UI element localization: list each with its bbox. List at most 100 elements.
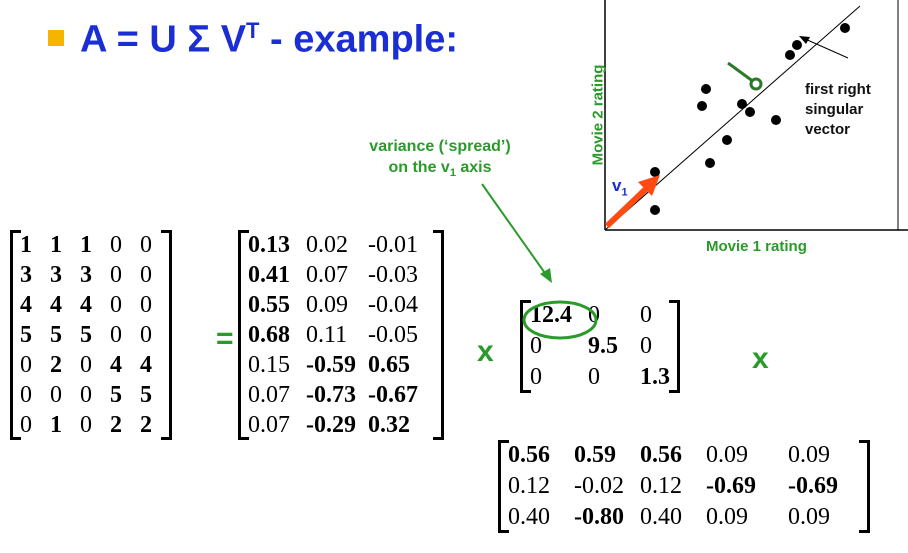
matrix-row: 0.07 -0.29 0.32: [248, 410, 434, 440]
matrix-cell: -0.69: [706, 473, 756, 499]
data-point: [745, 107, 755, 117]
matrix-cell: 0: [110, 232, 122, 258]
matrix-cell: 0: [20, 352, 32, 378]
matrix-row: 0.68 0.11 -0.05: [248, 320, 434, 350]
matrix-cell: 0.65: [368, 352, 410, 378]
title-main: A = U Σ V: [80, 18, 247, 61]
matrix-cell: 0.09: [788, 442, 830, 468]
matrix-cell: 0.09: [706, 504, 748, 530]
matrix-cell: -0.69: [788, 473, 838, 499]
matrix-cell: 0.68: [248, 322, 290, 348]
matrix-cell: 0.09: [306, 292, 348, 318]
matrix-cell: 0: [140, 262, 152, 288]
matrix-row: 0 9.5 0: [530, 331, 670, 362]
matrix-row: 0.12 -0.02 0.12 -0.69 -0.69: [508, 471, 860, 502]
matrix-cell: 0: [640, 302, 652, 328]
matrix-cell: 5: [20, 322, 32, 348]
v1-arrowhead: [638, 175, 660, 196]
matrix-cell: 5: [80, 322, 92, 348]
matrix-cell: 0: [20, 412, 32, 438]
matrix-cell: 0.59: [574, 442, 616, 468]
data-point: [792, 40, 802, 50]
matrix-cell: 0: [140, 292, 152, 318]
matrix-cell: 0.15: [248, 352, 290, 378]
matrix-vt: 0.56 0.59 0.56 0.09 0.09 0.12 -0.02 0.12 -0.69 -0…: [498, 440, 870, 533]
matrix-cell: 1: [50, 232, 62, 258]
matrix-cell: 4: [50, 292, 62, 318]
sigma-highlight-ellipse: [522, 300, 598, 340]
matrix-row: 0.07 -0.73 -0.67: [248, 380, 434, 410]
matrix-cell: 2: [110, 412, 122, 438]
matrix-cell: -0.03: [368, 262, 418, 288]
matrix-cell: 2: [140, 412, 152, 438]
matrix-cell: 0: [80, 412, 92, 438]
matrix-cell: 0: [640, 333, 652, 359]
matrix-cell: 0.32: [368, 412, 410, 438]
matrix-cell: 9.5: [588, 333, 618, 359]
matrix-cell: 0.07: [306, 262, 348, 288]
callout-arrow: [802, 37, 849, 59]
y-axis-label: Movie 2 rating: [589, 64, 607, 166]
singular-vector-line: [604, 5, 861, 231]
annotation-line-1: variance (‘spread’): [369, 138, 511, 155]
matrix-row: 0 0 1.3: [530, 362, 670, 393]
first-right-singular-vector-label: first right singular vector: [805, 81, 871, 138]
matrix-cell: 1.3: [640, 364, 670, 390]
data-points: [650, 23, 850, 215]
title-tail: - example:: [259, 18, 459, 61]
matrix-cell: 2: [50, 352, 62, 378]
multiply-sign-1: x: [477, 335, 494, 368]
matrix-cell: 3: [20, 262, 32, 288]
matrix-cell: -0.29: [306, 412, 356, 438]
matrix-row: 0.55 0.09 -0.04: [248, 290, 434, 320]
matrix-cell: -0.67: [368, 382, 418, 408]
matrix-cell: 0: [530, 333, 542, 359]
matrix-cell: -0.59: [306, 352, 356, 378]
data-point: [650, 205, 660, 215]
matrix-row: 0.40 -0.80 0.40 0.09 0.09: [508, 502, 860, 533]
data-point: [701, 84, 711, 94]
matrix-cell: 0.56: [640, 442, 682, 468]
x-axis-label: Movie 1 rating: [706, 238, 807, 255]
matrix-cell: 0: [80, 352, 92, 378]
matrix-cell: 1: [80, 232, 92, 258]
data-point: [722, 135, 732, 145]
equals-sign: =: [216, 322, 234, 355]
matrix-cell: 0.55: [248, 292, 290, 318]
matrix-cell: 1: [50, 412, 62, 438]
matrix-cell: 0.41: [248, 262, 290, 288]
data-point: [840, 23, 850, 33]
projected-point: [749, 77, 763, 91]
matrix-cell: 0.12: [640, 473, 682, 499]
matrix-cell: 0: [80, 382, 92, 408]
matrix-cell: 0: [110, 292, 122, 318]
matrix-cell: 0: [140, 322, 152, 348]
matrix-cell: 0.40: [640, 504, 682, 530]
matrix-cell: 4: [80, 292, 92, 318]
data-point: [737, 99, 747, 109]
matrix-cell: 0.12: [508, 473, 550, 499]
data-point: [650, 167, 660, 177]
title-superscript: T: [246, 18, 260, 43]
matrix-cell: 3: [50, 262, 62, 288]
matrix-cell: 0.09: [788, 504, 830, 530]
matrix-sigma: 12.4 0 0 0 9.5 0 0 0 1.3: [520, 300, 680, 393]
matrix-cell: 3: [80, 262, 92, 288]
matrix-row: 0.15 -0.59 0.65: [248, 350, 434, 380]
bullet-square-icon: [48, 29, 64, 46]
matrix-cell: 0.09: [706, 442, 748, 468]
matrix-cell: 1: [20, 232, 32, 258]
matrix-row: 0.13 0.02 -0.01: [248, 230, 434, 260]
matrix-cell: 0: [110, 262, 122, 288]
matrix-cell: 0.02: [306, 232, 348, 258]
matrix-cell: 0.56: [508, 442, 550, 468]
matrix-cell: 0: [530, 364, 542, 390]
matrix-cell: 4: [140, 352, 152, 378]
slide-title: A = U Σ VT - example:: [48, 18, 458, 62]
